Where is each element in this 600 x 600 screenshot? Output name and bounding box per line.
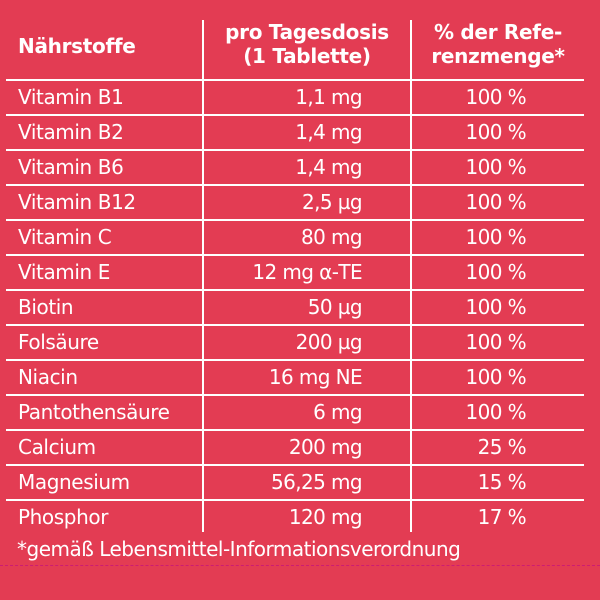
nutrient-name: Niacin xyxy=(18,365,78,389)
nutrient-name: Phosphor xyxy=(18,505,109,529)
nutrient-name: Magnesium xyxy=(18,470,130,494)
header-daily-dose-line2: (1 Tablette) xyxy=(243,44,371,68)
daily-dose: 80 mg xyxy=(301,225,363,249)
nutrient-name: Vitamin B6 xyxy=(18,155,124,179)
daily-dose: 2,5 µg xyxy=(302,190,363,214)
daily-dose: 200 mg xyxy=(288,435,363,459)
table-row: Vitamin B2 1,4 mg 100 % xyxy=(6,116,584,151)
table-row: Vitamin B12 2,5 µg 100 % xyxy=(6,186,584,221)
table-row: Pantothensäure 6 mg 100 % xyxy=(6,396,584,431)
reference-percent: 100 % xyxy=(465,225,526,249)
daily-dose: 120 mg xyxy=(288,505,363,529)
nutrient-name: Vitamin B2 xyxy=(18,120,124,144)
table-row: Vitamin E 12 mg α-TE 100 % xyxy=(6,256,584,291)
header-daily-dose-line1: pro Tagesdosis xyxy=(225,20,389,44)
nutrient-name: Biotin xyxy=(18,295,74,319)
header-daily-dose: pro Tagesdosis (1 Tablette) xyxy=(204,20,410,68)
daily-dose: 1,4 mg xyxy=(295,155,362,179)
daily-dose: 1,4 mg xyxy=(295,120,362,144)
table-row: Calcium 200 mg 25 % xyxy=(6,431,584,466)
reference-percent: 17 % xyxy=(477,505,527,529)
daily-dose: 200 µg xyxy=(295,330,363,354)
nutrient-name: Pantothensäure xyxy=(18,400,170,424)
reference-percent: 25 % xyxy=(477,435,527,459)
nutrient-name: Folsäure xyxy=(18,330,99,354)
nutrient-name: Calcium xyxy=(18,435,96,459)
nutrient-name: Vitamin B12 xyxy=(18,190,136,214)
header-nutrient: Nährstoffe xyxy=(18,34,136,58)
table-row: Vitamin C 80 mg 100 % xyxy=(6,221,584,256)
guide-line xyxy=(0,565,600,566)
daily-dose: 50 µg xyxy=(307,295,363,319)
table-row: Vitamin B6 1,4 mg 100 % xyxy=(6,151,584,186)
header-reference-percent: % der Refe- renzmenge* xyxy=(412,20,584,68)
reference-percent: 100 % xyxy=(465,295,526,319)
reference-percent: 100 % xyxy=(465,85,526,109)
reference-percent: 100 % xyxy=(465,155,526,179)
reference-percent: 100 % xyxy=(465,330,526,354)
column-divider xyxy=(410,20,412,532)
reference-percent: 100 % xyxy=(465,365,526,389)
reference-percent: 100 % xyxy=(465,260,526,284)
column-divider xyxy=(202,20,204,532)
table-row: Folsäure 200 µg 100 % xyxy=(6,326,584,361)
table-row: Phosphor 120 mg 17 % xyxy=(6,501,584,536)
table-row: Biotin 50 µg 100 % xyxy=(6,291,584,326)
nutrient-name: Vitamin B1 xyxy=(18,85,124,109)
daily-dose: 16 mg NE xyxy=(268,365,363,389)
reference-percent: 100 % xyxy=(465,120,526,144)
table-row: Vitamin B1 1,1 mg 100 % xyxy=(6,81,584,116)
table-row: Niacin 16 mg NE 100 % xyxy=(6,361,584,396)
table-header: Nährstoffe pro Tagesdosis (1 Tablette) %… xyxy=(6,0,584,81)
header-reference-line1: % der Refe- xyxy=(434,20,562,44)
reference-percent: 100 % xyxy=(465,400,526,424)
nutrient-name: Vitamin C xyxy=(18,225,112,249)
daily-dose: 6 mg xyxy=(313,400,362,424)
reference-percent: 15 % xyxy=(477,470,527,494)
table-row: Magnesium 56,25 mg 15 % xyxy=(6,466,584,501)
daily-dose: 12 mg α-TE xyxy=(252,260,362,284)
header-reference-line2: renzmenge* xyxy=(431,44,565,68)
daily-dose: 56,25 mg xyxy=(271,470,363,494)
nutrient-name: Vitamin E xyxy=(18,260,111,284)
reference-percent: 100 % xyxy=(465,190,526,214)
daily-dose: 1,1 mg xyxy=(295,85,362,109)
footnote: *gemäß Lebensmittel-Informationsverordnu… xyxy=(17,537,461,561)
